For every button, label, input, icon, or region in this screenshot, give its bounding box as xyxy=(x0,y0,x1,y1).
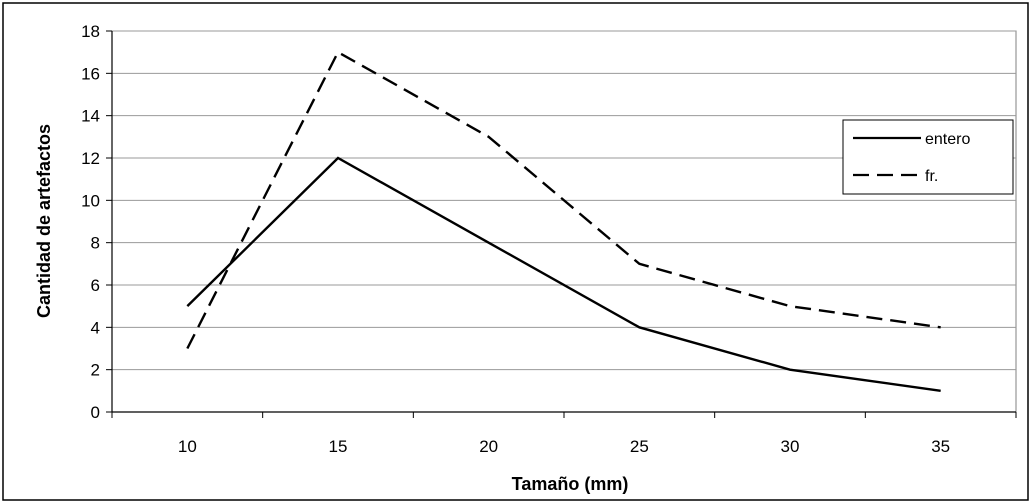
x-tick-labels: 10 15 20 25 30 35 xyxy=(178,437,950,456)
legend-label-entero: entero xyxy=(925,131,970,148)
y-axis-title: Cantidad de artefactos xyxy=(34,124,54,318)
y-tick-label: 6 xyxy=(91,276,100,295)
series-lines xyxy=(186,50,941,393)
y-tick-label: 12 xyxy=(81,149,100,168)
series-line-fr xyxy=(186,50,941,350)
axes xyxy=(106,30,1017,418)
x-tick-label: 30 xyxy=(781,437,800,456)
x-tick-label: 15 xyxy=(329,437,348,456)
y-tick-label: 10 xyxy=(81,191,100,210)
y-tick-label: 18 xyxy=(81,22,100,41)
y-tick-label: 2 xyxy=(91,361,100,380)
x-tick-label: 20 xyxy=(479,437,498,456)
legend-box xyxy=(842,119,1014,195)
y-tick-label: 8 xyxy=(91,234,100,253)
y-tick-label: 4 xyxy=(91,318,100,337)
y-tick-label: 14 xyxy=(81,107,100,126)
x-axis-title: Tamaño (mm) xyxy=(512,474,629,494)
x-tick-label: 35 xyxy=(931,437,950,456)
legend-label-fr: fr. xyxy=(925,168,938,185)
x-tick-label: 10 xyxy=(178,437,197,456)
y-tick-labels: 0 2 4 6 8 10 12 14 16 18 xyxy=(81,22,100,422)
x-tick-label: 25 xyxy=(630,437,649,456)
y-tick-label: 0 xyxy=(91,403,100,422)
legend: entero fr. xyxy=(842,119,1014,195)
series-line-entero xyxy=(186,156,941,393)
plot-area xyxy=(111,30,1017,413)
y-tick-label: 16 xyxy=(81,64,100,83)
